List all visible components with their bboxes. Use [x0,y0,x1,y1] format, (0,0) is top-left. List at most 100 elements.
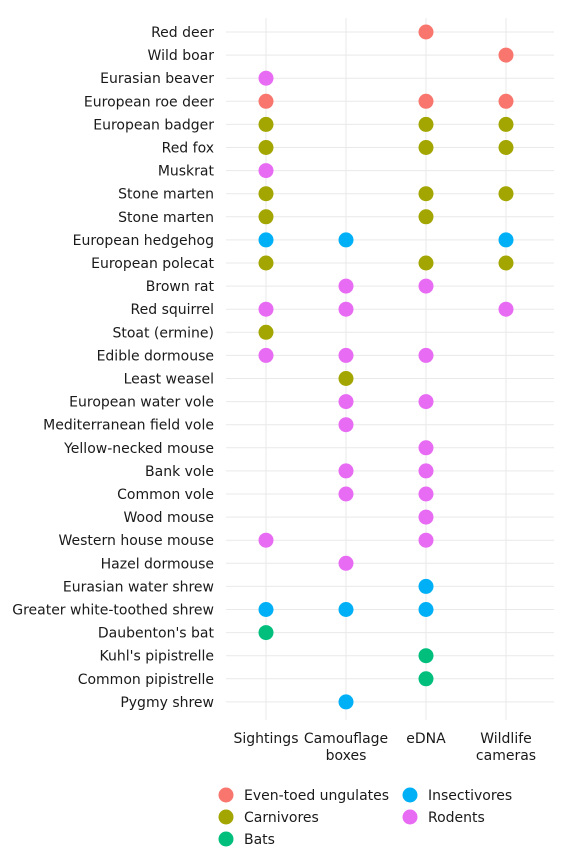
x-tick-label: eDNA [406,731,446,747]
point-even-toed-ungulates [418,93,434,109]
point-rodents [418,532,434,548]
point-rodents [258,163,274,179]
y-tick-label: Red squirrel [131,302,214,318]
point-insectivores [498,232,514,248]
legend-label: Carnivores [244,810,319,826]
y-tick-label: Bank vole [145,464,214,480]
y-tick-label: Stone marten [118,210,214,226]
y-tick-label: Kuhl's pipistrelle [99,649,214,665]
point-carnivores [498,255,514,271]
point-even-toed-ungulates [498,93,514,109]
point-rodents [338,486,354,502]
legend-item-bats: Bats [218,831,275,848]
x-tick-label: boxes [326,748,367,764]
point-carnivores [258,116,274,132]
point-carnivores [258,324,274,340]
point-rodents [258,301,274,317]
legend-item-rodents: Rodents [402,809,485,826]
y-axis-labels: Red deer Wild boar Eurasian beaver European… [12,25,214,711]
legend-swatch [402,809,418,825]
point-rodents [418,440,434,456]
y-tick-label: Stoat (ermine) [112,325,214,341]
y-tick-label: Eurasian water shrew [63,579,214,595]
y-tick-label: Pygmy shrew [120,695,214,711]
y-tick-label: Yellow-necked mouse [63,441,214,457]
point-carnivores [418,186,434,202]
point-bats [418,648,434,664]
y-tick-label: Hazel dormouse [101,556,214,572]
point-rodents [418,486,434,502]
point-rodents [258,70,274,86]
y-tick-label: Red deer [151,25,214,41]
x-tick-label: cameras [476,748,536,764]
legend: Even-toed ungulates Insectivores Carnivore… [218,787,512,848]
point-even-toed-ungulates [258,93,274,109]
y-tick-label: Mediterranean field vole [43,418,214,434]
point-rodents [258,532,274,548]
point-carnivores [418,255,434,271]
point-rodents [338,347,354,363]
point-rodents [498,301,514,317]
y-tick-label: Greater white-toothed shrew [12,603,214,619]
y-tick-label: Wild boar [148,48,215,64]
y-tick-label: Stone marten [118,187,214,203]
y-tick-label: European badger [93,117,214,133]
x-tick-label: Wildlife [480,731,532,747]
point-rodents [418,347,434,363]
data-points [258,24,514,710]
x-tick-label: Camouflage [304,731,388,747]
legend-swatch [402,787,418,803]
legend-label: Insectivores [428,788,512,804]
y-tick-label: Eurasian beaver [100,71,214,87]
point-rodents [418,509,434,525]
y-tick-label: European roe deer [84,94,214,110]
y-tick-label: European hedgehog [73,233,214,249]
point-carnivores [498,116,514,132]
point-carnivores [418,116,434,132]
y-tick-label: Wood mouse [124,510,214,526]
point-rodents [418,463,434,479]
y-tick-label: Edible dormouse [97,348,214,364]
y-tick-label: Muskrat [158,164,215,180]
x-tick-label: Sightings [234,731,299,747]
grid-layer [226,18,554,720]
point-carnivores [258,209,274,225]
legend-item-even-toed-ungulates: Even-toed ungulates [218,787,389,804]
point-carnivores [498,140,514,155]
point-insectivores [338,232,354,248]
y-tick-label: European polecat [91,256,214,272]
y-tick-label: Daubenton's bat [98,626,215,642]
point-rodents [338,394,354,410]
point-insectivores [338,694,354,710]
y-tick-label: Brown rat [146,279,215,295]
legend-label: Even-toed ungulates [244,788,389,804]
point-rodents [338,278,354,294]
point-rodents [338,555,354,571]
legend-swatch [218,809,234,825]
point-carnivores [338,371,354,386]
y-tick-label: Red fox [162,141,214,157]
point-rodents [258,347,274,363]
y-tick-label: European water vole [69,395,214,411]
point-bats [418,671,434,687]
point-insectivores [258,602,274,617]
legend-swatch [218,787,234,803]
point-even-toed-ungulates [418,24,434,40]
point-rodents [338,301,354,317]
point-carnivores [418,140,434,155]
legend-item-carnivores: Carnivores [218,809,319,826]
y-tick-label: Least weasel [124,372,214,388]
point-rodents [338,417,354,433]
legend-label: Rodents [428,810,485,826]
point-insectivores [418,578,434,594]
point-insectivores [418,602,434,617]
point-carnivores [258,255,274,271]
legend-swatch [218,831,234,847]
point-carnivores [498,186,514,202]
point-rodents [338,463,354,479]
y-tick-label: Western house mouse [58,533,214,549]
point-carnivores [258,186,274,202]
